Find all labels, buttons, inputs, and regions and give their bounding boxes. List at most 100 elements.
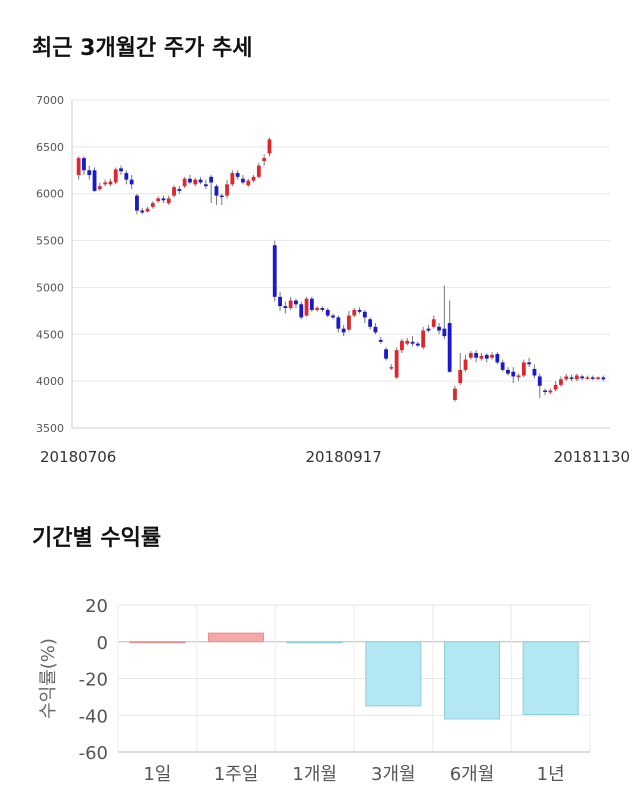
candle [574,375,579,380]
candle [76,158,81,175]
candle [415,343,420,346]
candle [368,319,373,327]
candle [182,178,187,187]
candle [352,309,357,316]
candle [203,184,208,187]
x-tick-label: 6개월 [450,764,495,785]
y-tick-label: -40 [79,706,108,727]
y-tick-label: 6000 [36,188,64,201]
y-tick-label: 5000 [36,281,64,294]
bar [522,641,579,716]
candle [394,350,399,378]
y-tick-label: 5500 [36,235,64,248]
candle [601,377,606,380]
candle [543,390,547,393]
stock-trend-title: 최근 3개월간 주가 추세 [32,36,253,61]
x-tick-label: 20181130 [554,448,630,466]
bar [207,632,265,643]
candle [596,377,600,379]
candle [336,317,341,329]
candle [113,169,118,183]
candle [453,388,457,400]
candle [156,198,161,202]
y-tick-label: 6500 [36,141,64,154]
candle [225,184,229,196]
candle [209,176,214,183]
candle [458,369,463,384]
x-tick-label: 20180917 [305,448,381,466]
x-tick-label: 20180706 [40,448,116,466]
candle [506,369,510,374]
candle [490,354,494,358]
candle [537,376,542,386]
candle [548,390,553,393]
candle [559,379,563,385]
candle [214,186,219,196]
candle [124,173,129,180]
candle [580,376,585,379]
candle [569,377,574,379]
candle [521,362,526,376]
candlestick-chart: 3500 4000 4500 5000 5500 6000 6500 7000 20180706… [36,94,630,466]
candle [135,195,139,211]
candle [442,328,447,337]
candle [373,326,378,333]
period-return-title: 기간별 수익률 [32,526,162,551]
bar [365,641,422,707]
candle [405,340,410,344]
candle [410,341,415,344]
candle [177,189,182,191]
candle [140,210,145,213]
candle [150,203,155,207]
candle [532,368,537,376]
candle [468,353,473,358]
candle [272,245,277,297]
candle [500,362,505,370]
bar [286,641,343,644]
candle [256,165,261,177]
candle [447,323,452,372]
candle [474,353,479,358]
candle [590,377,595,379]
x-tick-label: 1일 [143,764,171,785]
x-tick-label: 1개월 [292,764,337,785]
candle [241,178,245,183]
candle [331,315,335,318]
candle [246,180,251,186]
candle [161,198,166,201]
candle [320,308,325,310]
candle [283,306,288,309]
candle [357,309,362,312]
y-tick-label: 7000 [36,94,64,107]
candle [431,319,436,327]
y-tick-label: 3500 [36,422,64,435]
candle [325,309,330,316]
candle [119,168,123,172]
candle [92,170,97,191]
candle [87,170,92,175]
candle [299,304,304,318]
candle [527,362,532,365]
candle [172,187,176,196]
y-tick-label: 0 [97,633,108,654]
candle [145,208,150,212]
candle [421,330,426,348]
x-tick-label: 3개월 [371,764,416,785]
candle [400,340,404,351]
candle [309,298,314,310]
candle [347,315,351,330]
candle [516,375,521,378]
candle [97,186,102,190]
candle [479,355,484,359]
y-tick-label: 4500 [36,328,64,341]
candle [511,371,516,377]
candle [564,376,569,380]
candle [193,179,198,185]
candle [103,182,108,185]
candle [262,158,267,161]
candle [129,179,134,185]
candle [304,298,309,316]
candle [484,354,489,359]
candle [553,384,558,390]
